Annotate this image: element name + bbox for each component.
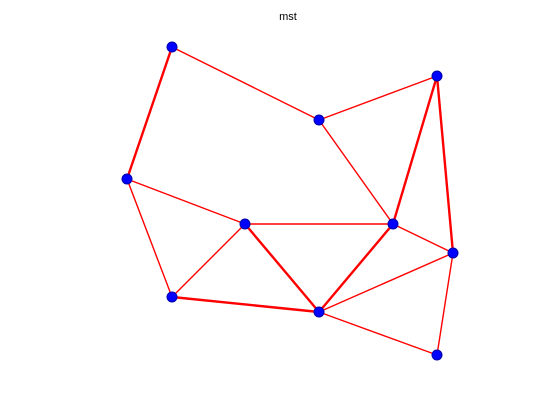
- node-n7: [447, 247, 459, 259]
- node-n2: [313, 114, 325, 126]
- edge-n8-n9-mst: [170, 295, 321, 314]
- edge-n3-n4-mst: [391, 74, 439, 226]
- figure-title: mst: [279, 11, 297, 23]
- edge-n2-n3: [318, 75, 438, 121]
- edge-n9-n7: [318, 252, 454, 313]
- node-n8: [166, 291, 178, 303]
- node-n3: [431, 70, 443, 82]
- edge-layer: [125, 45, 455, 356]
- edge-n6-n9-mst: [243, 222, 321, 314]
- node-layer: [121, 41, 459, 361]
- node-n1: [166, 41, 178, 53]
- edge-n4-n7: [392, 223, 454, 254]
- edge-n3-n7-mst: [435, 74, 455, 255]
- node-n10: [431, 349, 443, 361]
- node-n4: [387, 218, 399, 230]
- node-n6: [239, 218, 251, 230]
- edge-n1-n5-mst: [125, 45, 174, 181]
- edge-n5-n8: [126, 178, 173, 298]
- edge-n6-n8: [171, 223, 246, 298]
- node-n5: [121, 173, 133, 185]
- edge-n7-n10: [436, 252, 454, 356]
- edge-n4-n9-mst: [317, 222, 395, 314]
- node-n9: [313, 306, 325, 318]
- edge-n2-n4: [318, 119, 394, 225]
- edge-n5-n6: [126, 178, 246, 225]
- edge-n9-n10: [318, 311, 438, 356]
- edge-n1-n2: [171, 46, 320, 121]
